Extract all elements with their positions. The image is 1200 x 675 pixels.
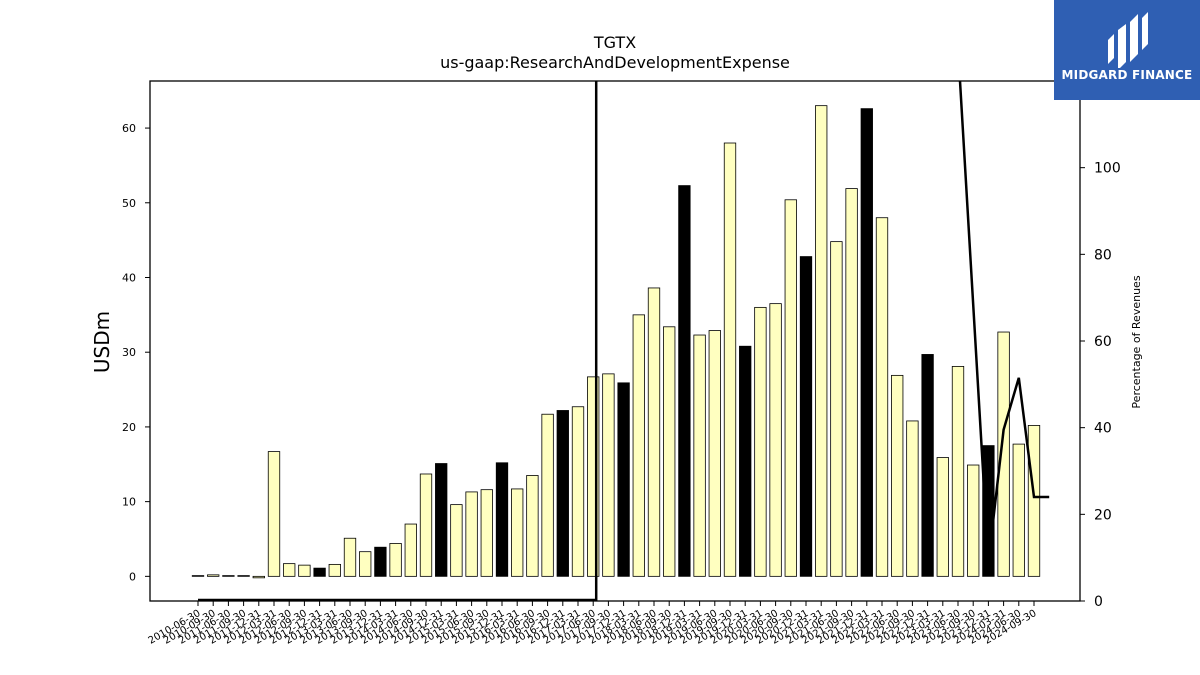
bar-2016-03-31 xyxy=(541,413,554,577)
bar-2010-09-30 xyxy=(207,574,220,577)
bar-2017-12-31 xyxy=(647,287,661,577)
bar-2021-06-30 xyxy=(860,108,873,577)
y-tick-label-30: 30 xyxy=(122,346,136,359)
bar-2020-06-30 xyxy=(799,256,813,577)
chart-subtitle: us-gaap:ResearchAndDevelopmentExpense xyxy=(440,53,790,72)
bar-2019-03-31 xyxy=(723,142,737,577)
bar-2022-03-31 xyxy=(906,420,919,577)
bar-2023-09-30 xyxy=(997,331,1010,577)
bar-2020-03-31 xyxy=(784,199,797,577)
bar-2019-09-30 xyxy=(754,306,767,577)
bar-2017-09-30 xyxy=(632,314,645,577)
bar-2015-12-31 xyxy=(526,475,539,577)
bar-2016-12-31 xyxy=(587,376,600,577)
bar-2012-09-30 xyxy=(328,563,341,577)
bar-2018-06-30 xyxy=(678,185,691,577)
y-axis-left-ticks: 0 10 20 30 40 50 60 xyxy=(122,122,150,583)
bar-2016-06-30 xyxy=(556,410,569,577)
bar-2024-03-31 xyxy=(1027,425,1041,577)
y-tick-label-40: 40 xyxy=(122,271,136,284)
zero-line xyxy=(198,81,598,602)
percentage-line-path xyxy=(958,80,1050,563)
bar-2018-12-31 xyxy=(708,330,721,577)
bar-2023-12-31 xyxy=(1012,443,1025,577)
percentage-line xyxy=(958,80,1050,563)
y-tick-label-50: 50 xyxy=(122,197,136,210)
bar-2020-12-31 xyxy=(830,241,843,577)
bar-2013-12-31 xyxy=(404,523,417,577)
bar-2021-03-31 xyxy=(845,188,858,577)
bar-2011-12-31 xyxy=(283,563,296,577)
y2-axis-label: Percentage of Revenues xyxy=(1130,275,1143,408)
bar-2010-06-30 xyxy=(191,575,205,577)
y2-tick-label-100: 100 xyxy=(1094,161,1121,177)
plot-frame xyxy=(149,80,1081,602)
bar-2022-06-30 xyxy=(921,354,934,577)
y2-tick-label-0: 0 xyxy=(1094,594,1103,610)
bar-2012-12-31 xyxy=(343,537,357,577)
bar-2013-09-30 xyxy=(389,543,402,577)
bar-2011-03-31 xyxy=(237,575,250,577)
midgard-finance-logo: MIDGARD FINANCE xyxy=(1054,0,1200,100)
bar-2012-06-30 xyxy=(313,567,326,577)
y2-tick-label-20: 20 xyxy=(1094,507,1112,523)
bar-2011-09-30 xyxy=(267,451,281,577)
y2-tick-label-60: 60 xyxy=(1094,334,1112,350)
logo-text: MIDGARD FINANCE xyxy=(1061,68,1193,82)
bar-2017-03-31 xyxy=(602,373,615,577)
bar-2014-06-30 xyxy=(435,463,448,577)
y-axis-label: USDm xyxy=(90,311,114,373)
bar-2015-03-31 xyxy=(480,489,493,577)
bar-2021-09-30 xyxy=(875,217,889,577)
bar-2015-06-30 xyxy=(495,462,509,577)
bar-2016-09-30 xyxy=(571,406,585,577)
bar-2019-06-30 xyxy=(739,345,752,577)
bar-2021-12-31 xyxy=(891,374,904,577)
bar-2022-09-30 xyxy=(936,457,949,577)
y-tick-label-60: 60 xyxy=(122,122,136,135)
bar-2010-12-31 xyxy=(222,575,235,577)
bar-2013-03-31 xyxy=(359,551,372,577)
bar-2023-03-31 xyxy=(967,464,980,577)
bar-2012-03-31 xyxy=(298,564,311,577)
bar-2015-09-30 xyxy=(511,488,524,577)
y2-tick-label-40: 40 xyxy=(1094,421,1112,437)
bar-2018-09-30 xyxy=(693,334,706,577)
bar-2019-12-31 xyxy=(769,303,782,577)
bar-2014-09-30 xyxy=(450,504,463,577)
y-tick-label-20: 20 xyxy=(122,421,136,434)
y-tick-label-0: 0 xyxy=(129,570,136,583)
bar-2022-12-31 xyxy=(951,365,965,577)
bar-2018-03-31 xyxy=(663,326,676,577)
bar-2014-03-31 xyxy=(419,473,433,577)
y-tick-label-10: 10 xyxy=(122,496,136,509)
chart-title: TGTX xyxy=(593,33,636,52)
bar-2011-06-30 xyxy=(252,575,265,579)
logo-mark-icon xyxy=(1108,12,1148,68)
bar-2013-06-30 xyxy=(374,546,387,577)
bars xyxy=(191,105,1041,579)
bar-2017-06-30 xyxy=(617,382,630,577)
bar-2020-09-30 xyxy=(815,105,828,577)
y2-tick-label-80: 80 xyxy=(1094,247,1112,263)
bar-2014-12-31 xyxy=(465,491,478,577)
x-axis-ticks: 2010-06-302010-09-302011-06-302011-09-30… xyxy=(147,601,1039,647)
y-axis-right-ticks: 0 20 40 60 80 100 xyxy=(1080,161,1121,610)
